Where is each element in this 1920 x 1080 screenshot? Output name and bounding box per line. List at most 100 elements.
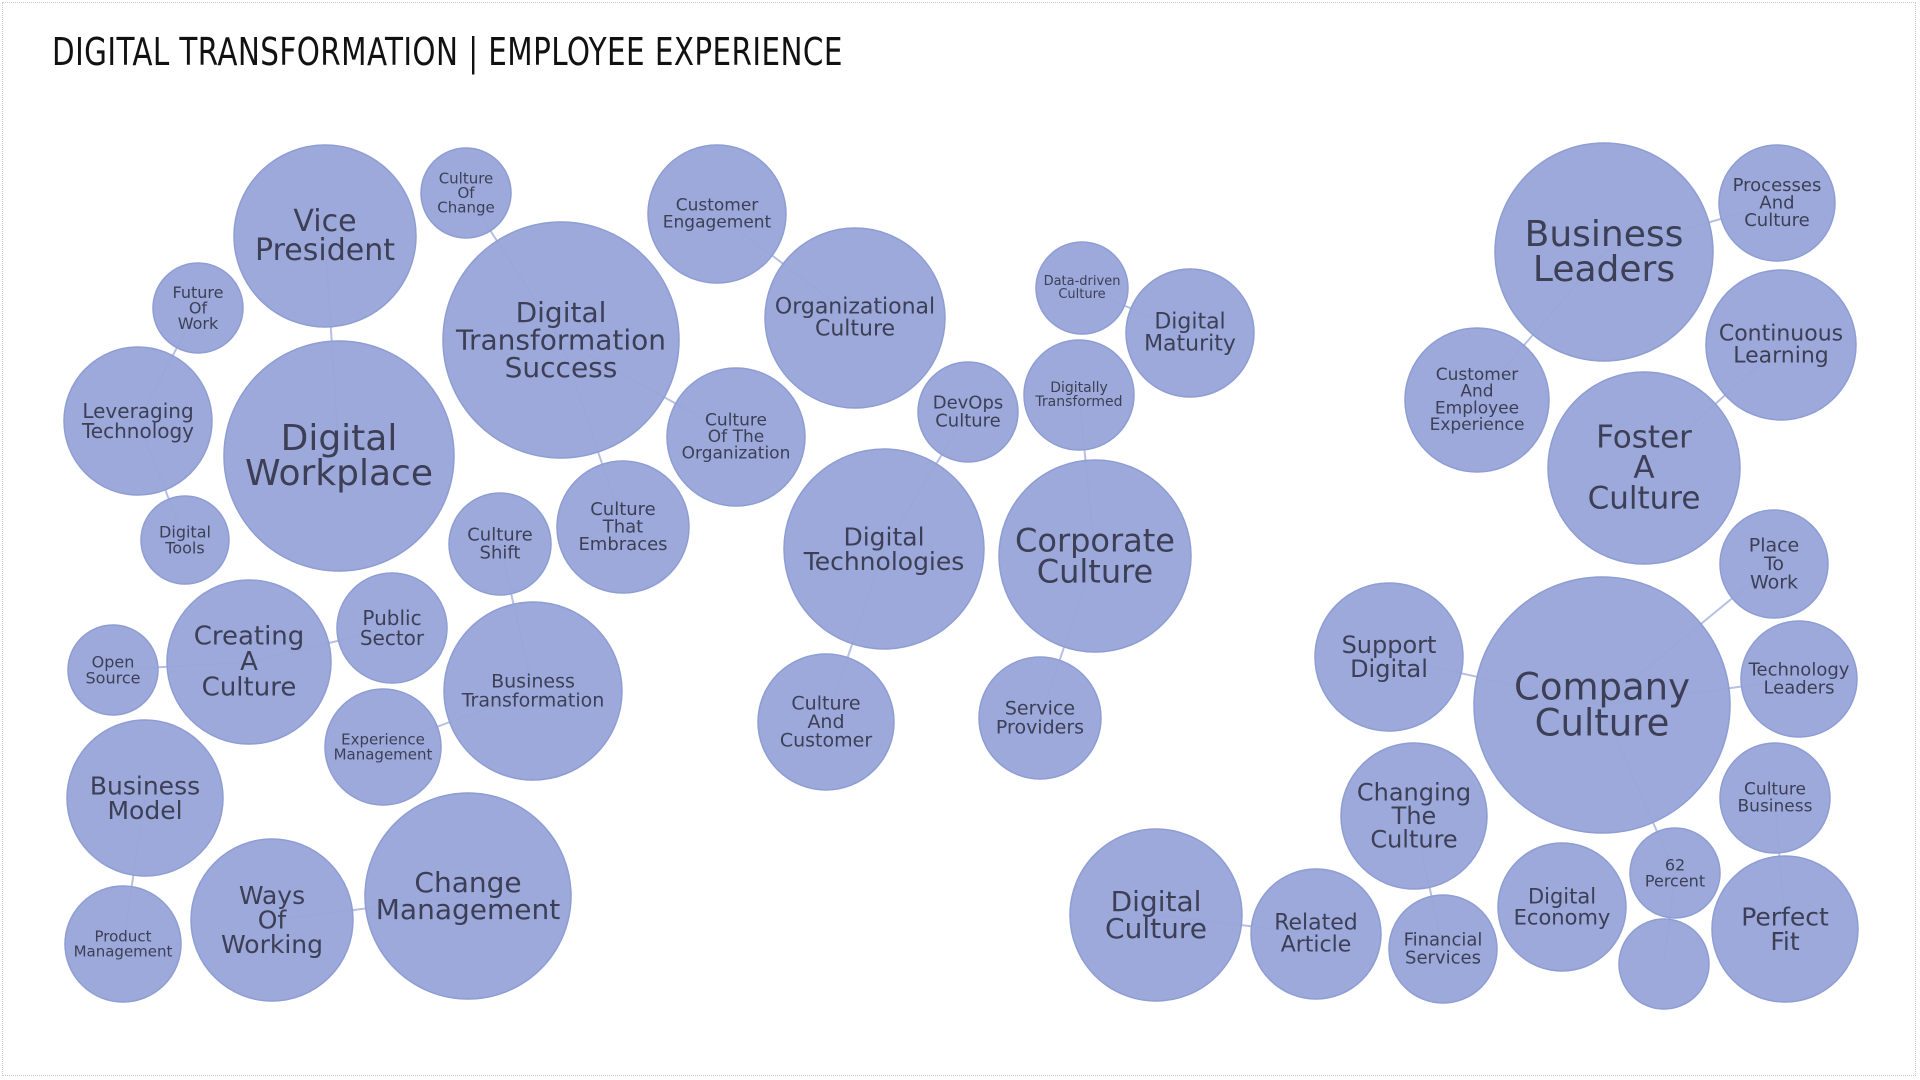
bubble-circle xyxy=(1473,576,1731,834)
bubble-label-line: President xyxy=(255,233,395,268)
bubble-experience-management[interactable]: Experience Management xyxy=(324,688,442,806)
bubble-digital-workplace[interactable]: Digital Workplace xyxy=(223,340,455,572)
bubble-label-line: Business xyxy=(491,671,575,693)
bubble-label-line: Culture xyxy=(705,410,767,430)
bubble-financial-services[interactable]: Financial Services xyxy=(1388,894,1498,1004)
bubble-label: Product Management xyxy=(74,928,173,961)
bubble-service-providers[interactable]: Service Providers xyxy=(978,656,1102,780)
bubble-circle xyxy=(1629,827,1721,919)
bubble-culture-business[interactable]: Culture Business xyxy=(1719,742,1831,854)
bubble-label: Financial Services xyxy=(1404,930,1483,969)
bubble-circle xyxy=(166,579,332,745)
bubble-label-line: Processes xyxy=(1733,175,1822,196)
bubble-label-line: 62 xyxy=(1665,856,1685,875)
bubble-label: Open Source xyxy=(86,653,141,688)
bubble-label-line: Working xyxy=(221,930,323,959)
bubble-devops-culture[interactable]: DevOps Culture xyxy=(917,361,1019,463)
bubble-label-line: Of The xyxy=(708,427,764,447)
bubble-label-line: Experience xyxy=(341,731,425,749)
bubble-circle xyxy=(190,838,354,1002)
bubble-related-article[interactable]: Related Article xyxy=(1250,868,1382,1000)
bubble-culture-and-customer[interactable]: Culture And Customer xyxy=(757,653,895,791)
bubble-label-line: Employee xyxy=(1435,398,1519,418)
bubble-continuous-learning[interactable]: Continuous Learning xyxy=(1705,269,1857,421)
bubble-digital-technologies[interactable]: Digital Technologies xyxy=(783,448,985,650)
bubble-place-to-work[interactable]: Place To Work xyxy=(1719,509,1829,619)
bubble-label-line: Changing xyxy=(1357,778,1471,806)
bubble-business-transformation[interactable]: Business Transformation xyxy=(443,601,623,781)
bubble-label: Support Digital xyxy=(1342,631,1437,683)
bubble-digital-maturity[interactable]: Digital Maturity xyxy=(1125,268,1255,398)
bubble-label-line: Transformation xyxy=(461,689,605,711)
bubble-label-line: Culture xyxy=(935,410,1001,431)
bubble-vice-president[interactable]: Vice President xyxy=(233,144,417,328)
bubble-digital-culture[interactable]: Digital Culture xyxy=(1069,828,1243,1002)
bubble-label: Digital Workplace xyxy=(245,418,433,494)
bubble-circle xyxy=(233,144,417,328)
bubble-business-model[interactable]: Business Model xyxy=(66,719,224,877)
bubble-label: Culture Shift xyxy=(467,525,533,564)
bubble-technology-leaders[interactable]: Technology Leaders xyxy=(1740,620,1858,738)
bubble-label-line: Data-driven xyxy=(1044,274,1121,289)
bubble-digital-tools[interactable]: Digital Tools xyxy=(140,495,230,585)
bubble-label-line: Company xyxy=(1514,665,1690,708)
bubble-label-line: Technologies xyxy=(803,547,965,576)
bubble-business-leaders[interactable]: Business Leaders xyxy=(1494,142,1714,362)
bubble-leveraging-technology[interactable]: Leveraging Technology xyxy=(63,346,213,496)
bubble-future-of-work[interactable]: Future Of Work xyxy=(152,262,244,354)
bubble-circle xyxy=(66,719,224,877)
bubble-company-culture[interactable]: Company Culture xyxy=(1473,576,1731,834)
bubble-label-line: And xyxy=(1460,382,1493,402)
bubble-label-line: Culture xyxy=(590,499,656,520)
bubble-digital-transformation-success[interactable]: Digital Transformation Success xyxy=(442,221,680,459)
bubble-processes-and-culture[interactable]: Processes And Culture xyxy=(1718,144,1836,262)
bubble-circle xyxy=(64,885,182,1003)
bubble-circle xyxy=(978,656,1102,780)
bubble-label: Service Providers xyxy=(996,698,1084,739)
bubble-label-line: Digital xyxy=(159,523,211,542)
bubble-label: Change Management xyxy=(376,866,560,926)
bubble-culture-that-embraces[interactable]: Culture That Embraces xyxy=(556,460,690,594)
bubble-customer-engagement[interactable]: Customer Engagement xyxy=(647,144,787,284)
bubble-change-management[interactable]: Change Management xyxy=(364,792,572,1000)
bubble-label: Public Sector xyxy=(360,606,425,650)
bubble-culture-of-the-organization[interactable]: Culture Of The Organization xyxy=(666,367,806,507)
bubble-label-line: Continuous xyxy=(1719,322,1843,347)
bubble-label: Customer And Employee Experience xyxy=(1430,365,1525,435)
bubble-label-line: Culture xyxy=(815,316,895,341)
bubble-culture-shift[interactable]: Culture Shift xyxy=(448,492,552,596)
bubbles-layer: Vice President Culture Of Change Future Of Work… xyxy=(63,142,1859,1010)
bubble-label: Digital Transformation Success xyxy=(455,296,666,384)
bubble-corporate-culture[interactable]: Corporate Culture xyxy=(998,459,1192,653)
bubble-changing-the-culture[interactable]: Changing The Culture xyxy=(1340,742,1488,890)
bubble-62-percent[interactable]: 62 Percent xyxy=(1629,827,1721,919)
bubble-label-line: Fit xyxy=(1770,927,1800,956)
bubble-label-line: Economy xyxy=(1514,905,1611,929)
bubble-data-driven-culture[interactable]: Data-driven Culture xyxy=(1035,241,1129,335)
bubble-support-digital[interactable]: Support Digital xyxy=(1314,582,1464,732)
bubble-creating-a-culture[interactable]: Creating A Culture xyxy=(166,579,332,745)
bubble-label-line: Culture xyxy=(467,525,533,546)
bubble-perfect-fit[interactable]: Perfect Fit xyxy=(1711,855,1859,1003)
bubble-label-line: Culture xyxy=(1744,210,1810,231)
bubble-label-line: Management xyxy=(376,893,560,926)
bubble-customer-and-employee-experience[interactable]: Customer And Employee Experience xyxy=(1404,327,1550,473)
bubble-open-source[interactable]: Open Source xyxy=(67,624,159,716)
bubble-circle xyxy=(140,495,230,585)
bubble-label-line: Corporate xyxy=(1015,521,1175,559)
bubble-unlabeled-bubble[interactable] xyxy=(1618,918,1710,1010)
bubble-organizational-culture[interactable]: Organizational Culture xyxy=(764,227,946,409)
bubble-circle xyxy=(783,448,985,650)
bubble-product-management[interactable]: Product Management xyxy=(64,885,182,1003)
bubble-label: Culture Of Change xyxy=(437,169,494,216)
bubble-digitally-transformed[interactable]: Digitally Transformed xyxy=(1023,339,1135,451)
bubble-label: Vice President xyxy=(255,204,395,268)
bubble-ways-of-working[interactable]: Ways Of Working xyxy=(190,838,354,1002)
bubble-foster-a-culture[interactable]: Foster A Culture xyxy=(1547,371,1741,565)
bubble-culture-of-change[interactable]: Culture Of Change xyxy=(420,147,512,239)
bubble-digital-economy[interactable]: Digital Economy xyxy=(1497,842,1627,972)
bubble-label-line: Culture xyxy=(1370,826,1457,854)
bubble-label-line: Business xyxy=(90,771,200,800)
bubble-public-sector[interactable]: Public Sector xyxy=(336,572,448,684)
